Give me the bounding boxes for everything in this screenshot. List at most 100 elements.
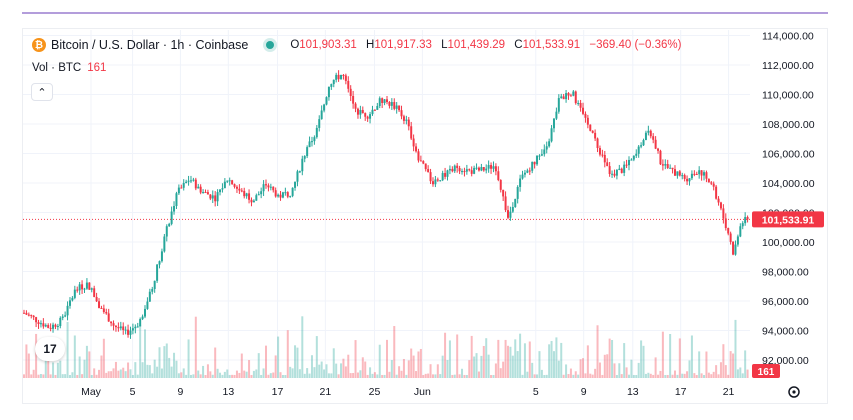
volume-bar bbox=[732, 353, 735, 378]
candle-body bbox=[35, 317, 38, 323]
candle-body bbox=[402, 116, 405, 121]
candle-body bbox=[289, 195, 292, 197]
volume-bar bbox=[291, 368, 294, 378]
volume-bar bbox=[30, 374, 33, 378]
volume-bar bbox=[66, 321, 69, 378]
candle-body bbox=[189, 180, 192, 182]
volume-bar bbox=[354, 340, 357, 378]
volume-bar bbox=[441, 355, 444, 378]
candle-body bbox=[572, 91, 575, 96]
volume-bar bbox=[117, 370, 120, 378]
top-accent-bar bbox=[22, 12, 828, 14]
candle-body bbox=[44, 325, 47, 327]
candle-body bbox=[673, 169, 676, 176]
candle-body bbox=[221, 188, 224, 190]
candle-body bbox=[59, 317, 62, 327]
volume-bar bbox=[76, 374, 79, 378]
candle-body bbox=[315, 127, 318, 138]
x-axis-tick-label: 17 bbox=[272, 386, 284, 398]
candle-body bbox=[281, 192, 284, 198]
symbol-title[interactable]: Bitcoin / U.S. Dollar · 1h · Coinbase bbox=[51, 38, 249, 52]
volume-bar bbox=[284, 374, 287, 378]
candle-body bbox=[598, 148, 601, 155]
candle-body bbox=[560, 96, 563, 99]
candle-body bbox=[441, 173, 444, 181]
candle-body bbox=[439, 180, 442, 182]
volume-bar bbox=[223, 371, 226, 378]
candle-body bbox=[473, 167, 476, 174]
candle-body bbox=[100, 307, 103, 309]
candle-body bbox=[332, 79, 335, 85]
candle-body bbox=[105, 312, 108, 314]
candle-body bbox=[690, 173, 693, 179]
x-axis-tick-label: 9 bbox=[581, 386, 587, 398]
candle-body bbox=[93, 288, 96, 297]
candle-body bbox=[66, 305, 69, 316]
candle-body bbox=[436, 179, 439, 181]
candle-body bbox=[49, 327, 52, 329]
candle-body bbox=[405, 119, 408, 121]
candle-body bbox=[683, 175, 686, 179]
candle-body bbox=[153, 280, 156, 289]
candle-body bbox=[250, 199, 253, 203]
candle-body bbox=[32, 315, 35, 318]
collapse-legend-button[interactable]: ⌃ bbox=[31, 83, 53, 101]
candle-body bbox=[698, 170, 701, 175]
volume-bar bbox=[337, 374, 340, 378]
volume-bar bbox=[422, 374, 425, 378]
candle-body bbox=[364, 113, 367, 117]
volume-bar bbox=[146, 364, 149, 378]
volume-bar bbox=[700, 373, 703, 378]
volume-bar bbox=[637, 362, 640, 378]
candle-body bbox=[27, 314, 30, 316]
x-axis-tick-label: 17 bbox=[675, 386, 687, 398]
volume-bar bbox=[267, 374, 270, 378]
candle-body bbox=[223, 181, 226, 189]
candle-body bbox=[129, 330, 132, 335]
tradingview-logo-icon[interactable]: 17 bbox=[35, 337, 65, 361]
candle-body bbox=[584, 113, 587, 118]
volume-bar bbox=[371, 373, 374, 378]
candle-body bbox=[703, 172, 706, 176]
volume-bar bbox=[356, 372, 359, 378]
x-axis-tick-label: May bbox=[81, 386, 102, 398]
open-value: 101,903.31 bbox=[299, 39, 357, 51]
candle-body bbox=[347, 80, 350, 89]
volume-bar bbox=[134, 362, 137, 378]
candle-body bbox=[509, 211, 512, 218]
volume-bar bbox=[695, 374, 698, 378]
candle-body bbox=[274, 190, 277, 197]
volume-bar bbox=[325, 364, 328, 378]
tradingview-logo-text: 17 bbox=[43, 342, 57, 356]
volume-bar bbox=[219, 372, 222, 378]
volume-bar bbox=[289, 366, 292, 378]
settings-gear-icon[interactable] bbox=[788, 386, 800, 398]
candle-body bbox=[606, 162, 609, 167]
candle-body bbox=[37, 322, 40, 325]
volume-bar bbox=[671, 374, 674, 378]
volume-bar bbox=[705, 351, 708, 378]
candle-body bbox=[310, 141, 313, 143]
candle-body bbox=[649, 130, 652, 137]
chevron-up-icon: ⌃ bbox=[37, 86, 47, 99]
close-value: 101,533.91 bbox=[522, 39, 581, 51]
candle-body bbox=[589, 124, 592, 131]
volume-bar bbox=[180, 372, 183, 378]
candle-body bbox=[497, 171, 500, 180]
volume-bar bbox=[39, 374, 42, 378]
volume-bar bbox=[487, 354, 490, 378]
volume-bar bbox=[444, 332, 447, 378]
x-axis-tick-label: 13 bbox=[222, 386, 234, 398]
candle-body bbox=[85, 282, 88, 289]
candle-body bbox=[95, 296, 98, 302]
volume-bar bbox=[359, 370, 362, 378]
volume-bar bbox=[717, 374, 720, 378]
volume-bar bbox=[690, 335, 693, 378]
candle-body bbox=[632, 155, 635, 160]
candle-body bbox=[417, 151, 420, 161]
volume-bar bbox=[306, 368, 309, 378]
candle-body bbox=[739, 226, 742, 237]
volume-bar bbox=[199, 374, 202, 378]
candle-body bbox=[664, 164, 667, 166]
